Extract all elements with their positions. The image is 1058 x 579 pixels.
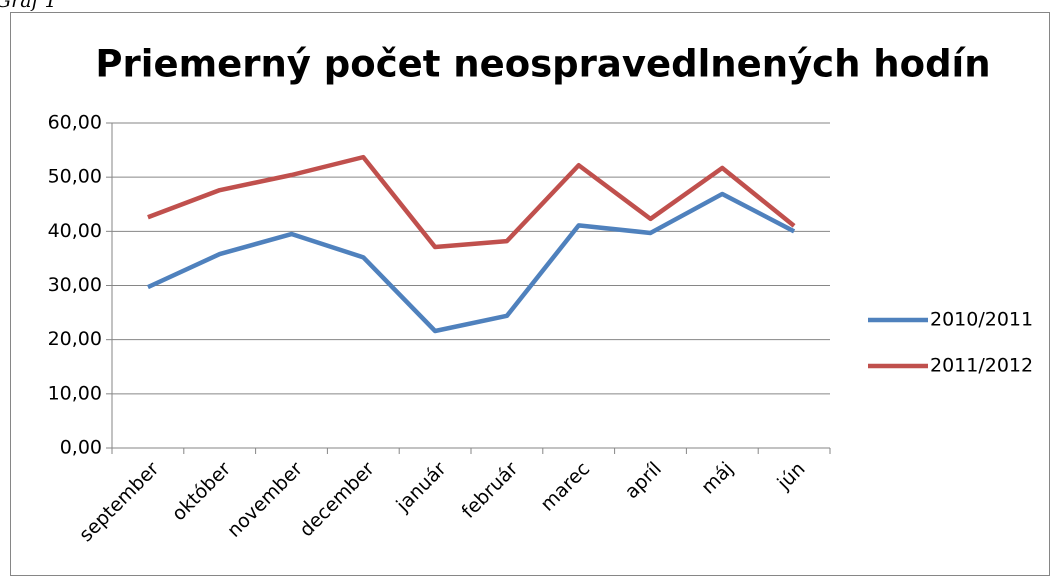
y-tick-label: 10,00 xyxy=(48,382,102,404)
y-tick-label: 60,00 xyxy=(48,112,102,134)
y-tick-label: 40,00 xyxy=(48,220,102,242)
y-tick-label: 0,00 xyxy=(60,437,102,459)
caption: Graf 1 xyxy=(0,0,57,12)
y-tick-label: 20,00 xyxy=(48,328,102,350)
chart-frame xyxy=(10,12,1050,576)
legend-label: 2011/2012 xyxy=(930,355,1033,377)
chart-title: Priemerný počet neospravedlnených hodín xyxy=(95,43,990,86)
series-line xyxy=(147,154,796,250)
y-tick-label: 50,00 xyxy=(48,166,102,188)
legend-label: 2010/2011 xyxy=(930,309,1033,331)
y-tick-label: 30,00 xyxy=(48,274,102,296)
series-line xyxy=(146,191,796,334)
